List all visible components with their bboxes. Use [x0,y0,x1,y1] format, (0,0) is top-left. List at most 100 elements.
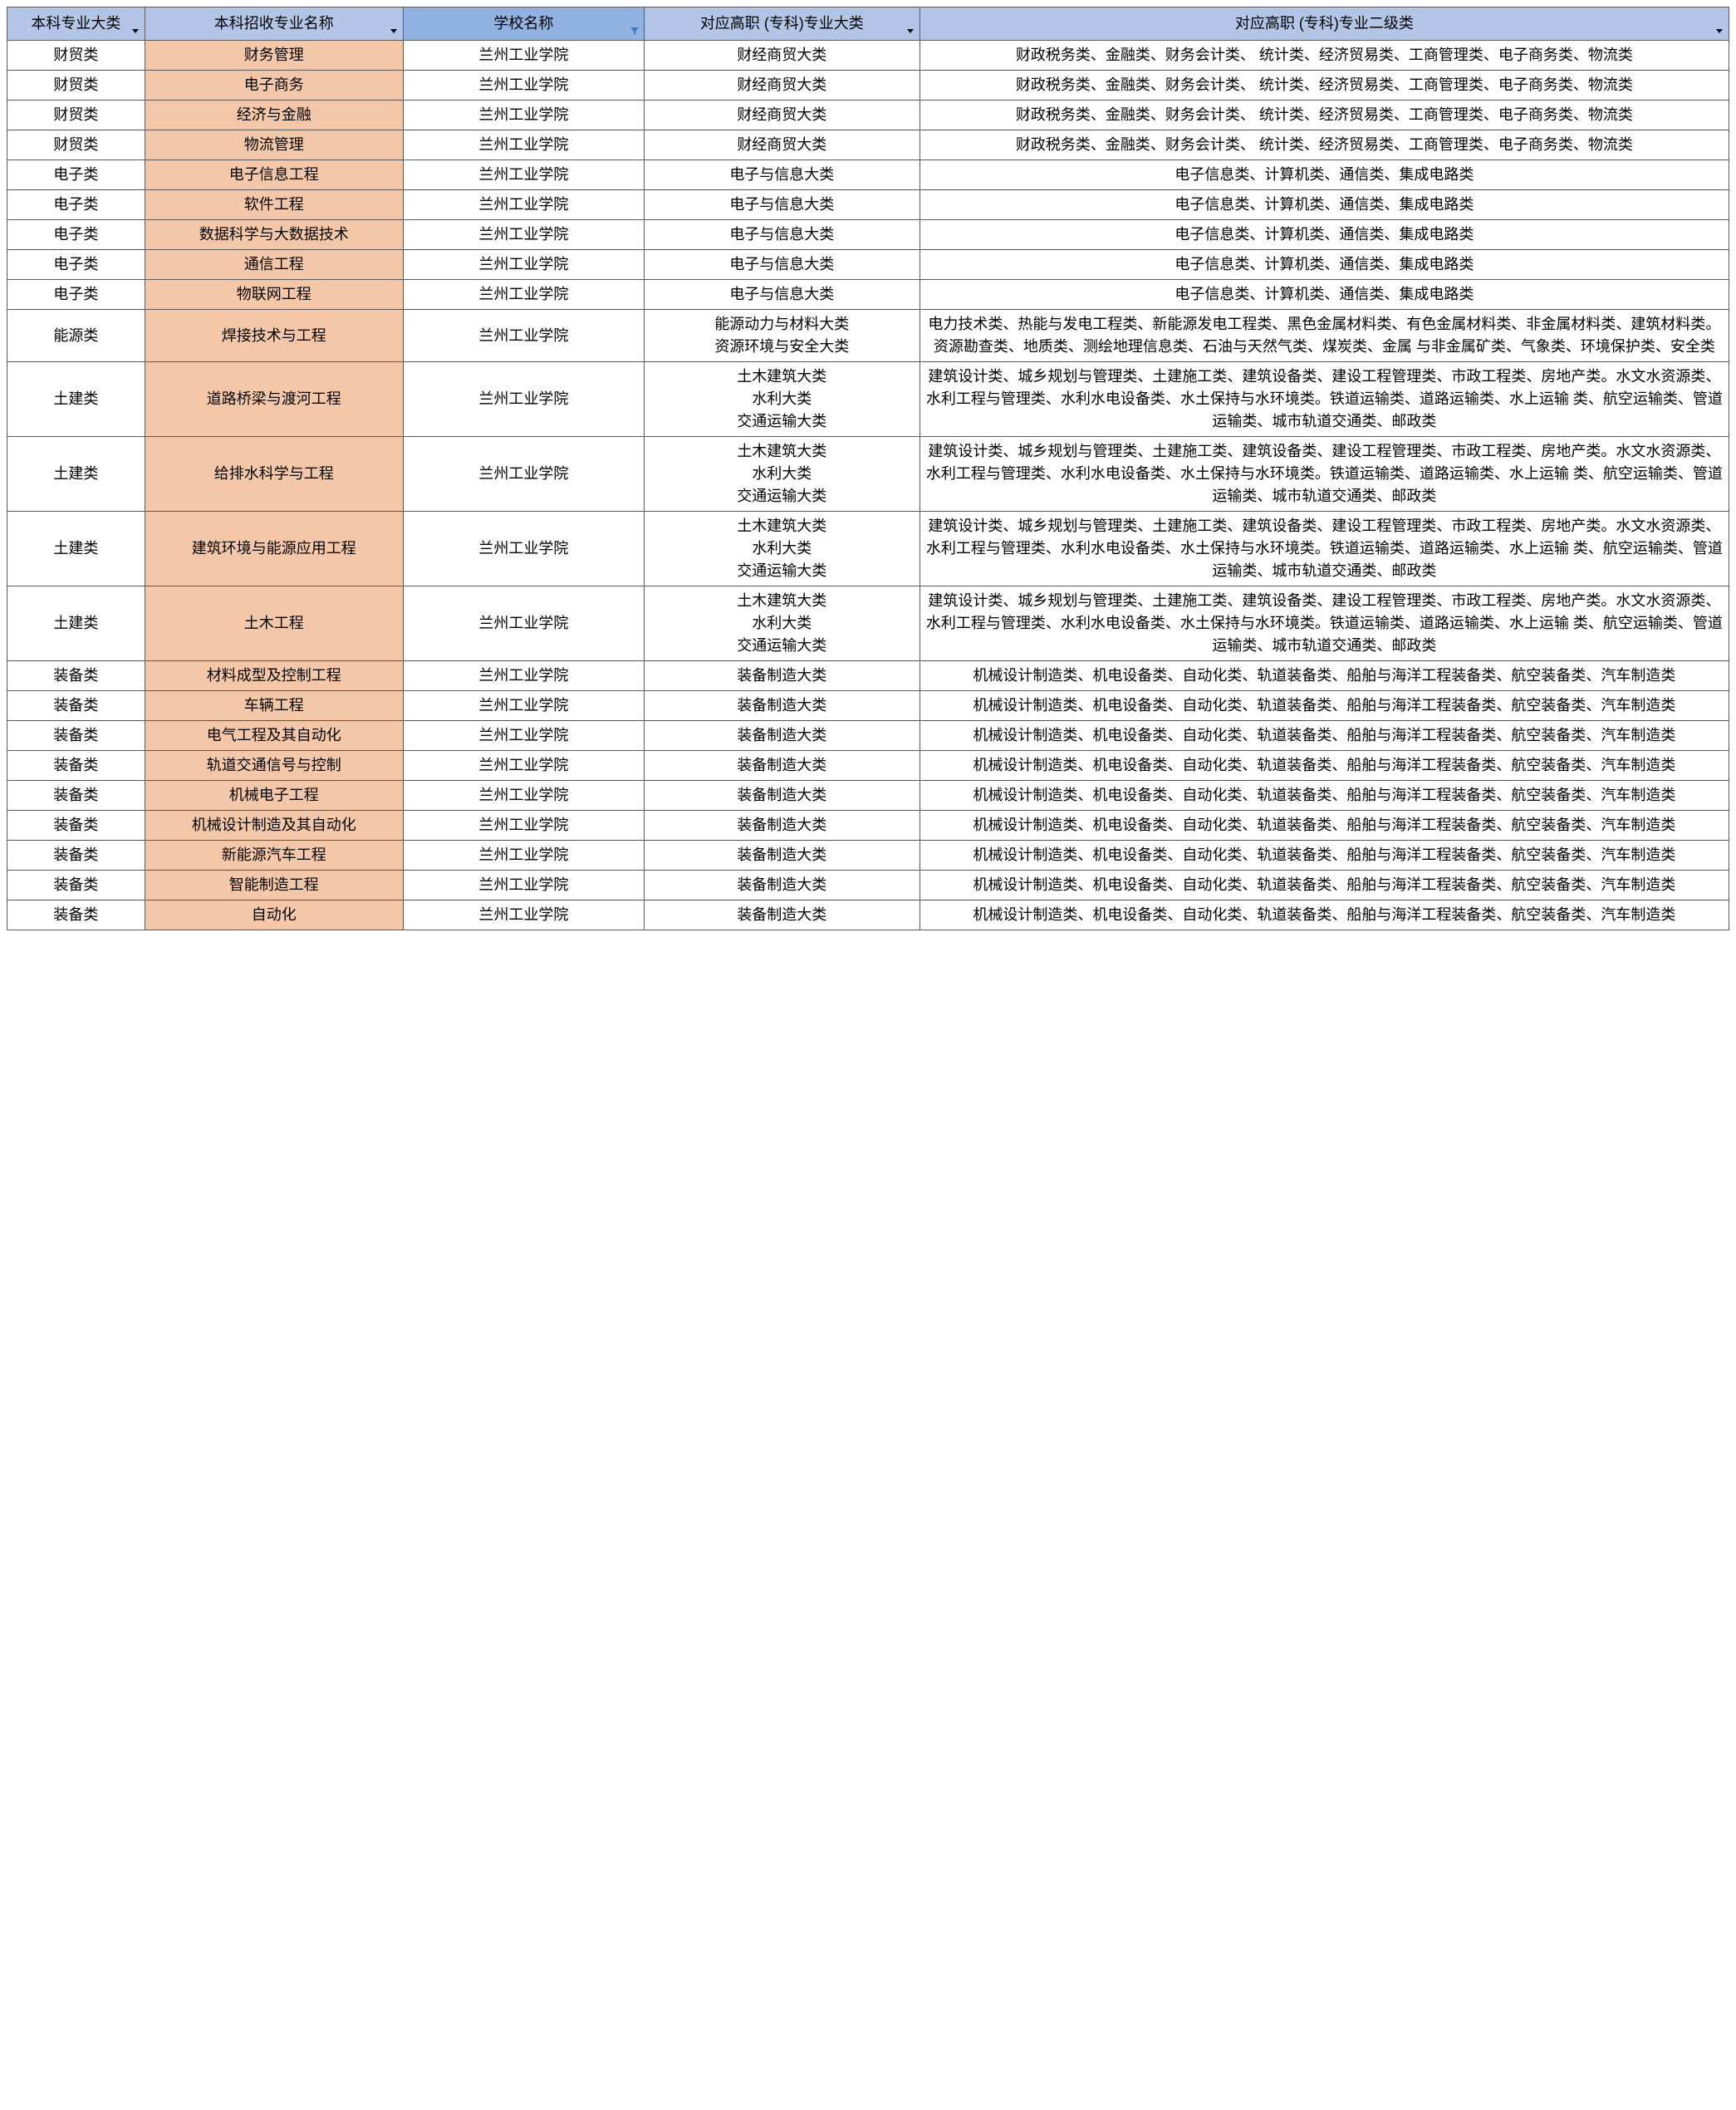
cell-c1: 装备类 [7,691,145,721]
cell-c3: 兰州工业学院 [403,900,644,930]
table-row: 能源类焊接技术与工程兰州工业学院能源动力与材料大类 资源环境与安全大类电力技术类… [7,310,1729,362]
table-row: 装备类材料成型及控制工程兰州工业学院装备制造大类机械设计制造类、机电设备类、自动… [7,661,1729,691]
cell-c5: 财政税务类、金融类、财务会计类、 统计类、经济贸易类、工商管理类、电子商务类、物… [919,41,1729,71]
filter-dropdown-icon[interactable] [1713,24,1726,37]
column-header-label: 对应高职 (专科)专业大类 [700,12,864,35]
cell-c3: 兰州工业学院 [403,512,644,586]
cell-c3: 兰州工业学院 [403,871,644,900]
filter-dropdown-icon[interactable] [129,24,142,37]
cell-c1: 装备类 [7,871,145,900]
cell-c3: 兰州工业学院 [403,310,644,362]
cell-c5: 电子信息类、计算机类、通信类、集成电路类 [919,250,1729,280]
cell-c5: 建筑设计类、城乡规划与管理类、土建施工类、建筑设备类、建设工程管理类、市政工程类… [919,586,1729,661]
cell-c4: 电子与信息大类 [644,160,919,190]
cell-c4: 土木建筑大类 水利大类 交通运输大类 [644,586,919,661]
cell-c5: 财政税务类、金融类、财务会计类、 统计类、经济贸易类、工商管理类、电子商务类、物… [919,71,1729,101]
cell-c1: 财贸类 [7,101,145,130]
cell-c3: 兰州工业学院 [403,586,644,661]
cell-c2: 土木工程 [145,586,403,661]
filter-dropdown-icon[interactable] [387,24,400,37]
cell-c4: 电子与信息大类 [644,220,919,250]
cell-c2: 材料成型及控制工程 [145,661,403,691]
cell-c3: 兰州工业学院 [403,101,644,130]
cell-c4: 财经商贸大类 [644,41,919,71]
cell-c2: 经济与金融 [145,101,403,130]
cell-c1: 装备类 [7,661,145,691]
table-row: 电子类电子信息工程兰州工业学院电子与信息大类电子信息类、计算机类、通信类、集成电… [7,160,1729,190]
column-header-label: 学校名称 [493,15,553,32]
cell-c1: 土建类 [7,437,145,512]
cell-c4: 电子与信息大类 [644,250,919,280]
majors-mapping-table: 本科专业大类 本科招收专业名称 学校名称 对应高职 (专科)专业大类 对应高职 (专科)… [7,7,1729,930]
table-row: 电子类软件工程兰州工业学院电子与信息大类电子信息类、计算机类、通信类、集成电路类 [7,190,1729,220]
cell-c1: 财贸类 [7,41,145,71]
cell-c1: 电子类 [7,190,145,220]
cell-c4: 装备制造大类 [644,661,919,691]
table-row: 土建类道路桥梁与渡河工程兰州工业学院土木建筑大类 水利大类 交通运输大类建筑设计… [7,362,1729,437]
cell-c5: 电子信息类、计算机类、通信类、集成电路类 [919,160,1729,190]
cell-c4: 土木建筑大类 水利大类 交通运输大类 [644,362,919,437]
table-row: 土建类土木工程兰州工业学院土木建筑大类 水利大类 交通运输大类建筑设计类、城乡规… [7,586,1729,661]
cell-c2: 车辆工程 [145,691,403,721]
cell-c2: 自动化 [145,900,403,930]
table-row: 土建类给排水科学与工程兰州工业学院土木建筑大类 水利大类 交通运输大类建筑设计类… [7,437,1729,512]
cell-c3: 兰州工业学院 [403,41,644,71]
cell-c5: 机械设计制造类、机电设备类、自动化类、轨道装备类、船舶与海洋工程装备类、航空装备… [919,900,1729,930]
cell-c1: 能源类 [7,310,145,362]
column-header-5[interactable]: 对应高职 (专科)专业二级类 [919,7,1729,41]
cell-c2: 道路桥梁与渡河工程 [145,362,403,437]
cell-c5: 建筑设计类、城乡规划与管理类、土建施工类、建筑设备类、建设工程管理类、市政工程类… [919,437,1729,512]
cell-c2: 电子商务 [145,71,403,101]
cell-c2: 机械电子工程 [145,781,403,811]
cell-c2: 机械设计制造及其自动化 [145,811,403,841]
cell-c5: 机械设计制造类、机电设备类、自动化类、轨道装备类、船舶与海洋工程装备类、航空装备… [919,781,1729,811]
cell-c3: 兰州工业学院 [403,280,644,310]
cell-c4: 装备制造大类 [644,871,919,900]
column-header-label: 对应高职 (专科)专业二级类 [1235,15,1414,32]
cell-c4: 能源动力与材料大类 资源环境与安全大类 [644,310,919,362]
cell-c1: 电子类 [7,280,145,310]
column-header-label: 本科专业大类 [31,12,120,35]
cell-c5: 财政税务类、金融类、财务会计类、 统计类、经济贸易类、工商管理类、电子商务类、物… [919,101,1729,130]
table-row: 装备类新能源汽车工程兰州工业学院装备制造大类机械设计制造类、机电设备类、自动化类… [7,841,1729,871]
table-row: 财贸类财务管理兰州工业学院财经商贸大类财政税务类、金融类、财务会计类、 统计类、… [7,41,1729,71]
table-row: 财贸类经济与金融兰州工业学院财经商贸大类财政税务类、金融类、财务会计类、 统计类… [7,101,1729,130]
filter-dropdown-icon[interactable] [904,24,917,37]
filter-active-icon[interactable] [628,24,641,37]
table-row: 土建类建筑环境与能源应用工程兰州工业学院土木建筑大类 水利大类 交通运输大类建筑… [7,512,1729,586]
cell-c2: 新能源汽车工程 [145,841,403,871]
table-row: 装备类机械设计制造及其自动化兰州工业学院装备制造大类机械设计制造类、机电设备类、… [7,811,1729,841]
table-row: 财贸类物流管理兰州工业学院财经商贸大类财政税务类、金融类、财务会计类、 统计类、… [7,130,1729,160]
cell-c4: 装备制造大类 [644,721,919,751]
column-header-4[interactable]: 对应高职 (专科)专业大类 [644,7,919,41]
cell-c5: 机械设计制造类、机电设备类、自动化类、轨道装备类、船舶与海洋工程装备类、航空装备… [919,691,1729,721]
table-row: 装备类车辆工程兰州工业学院装备制造大类机械设计制造类、机电设备类、自动化类、轨道… [7,691,1729,721]
table-row: 装备类机械电子工程兰州工业学院装备制造大类机械设计制造类、机电设备类、自动化类、… [7,781,1729,811]
cell-c4: 电子与信息大类 [644,280,919,310]
cell-c1: 财贸类 [7,130,145,160]
cell-c2: 建筑环境与能源应用工程 [145,512,403,586]
cell-c5: 电子信息类、计算机类、通信类、集成电路类 [919,190,1729,220]
column-header-3[interactable]: 学校名称 [403,7,644,41]
table-row: 财贸类电子商务兰州工业学院财经商贸大类财政税务类、金融类、财务会计类、 统计类、… [7,71,1729,101]
cell-c1: 土建类 [7,362,145,437]
cell-c1: 装备类 [7,751,145,781]
cell-c4: 电子与信息大类 [644,190,919,220]
cell-c2: 智能制造工程 [145,871,403,900]
table-row: 电子类通信工程兰州工业学院电子与信息大类电子信息类、计算机类、通信类、集成电路类 [7,250,1729,280]
column-header-2[interactable]: 本科招收专业名称 [145,7,403,41]
cell-c1: 电子类 [7,160,145,190]
column-header-1[interactable]: 本科专业大类 [7,7,145,41]
table-row: 电子类数据科学与大数据技术兰州工业学院电子与信息大类电子信息类、计算机类、通信类… [7,220,1729,250]
cell-c4: 装备制造大类 [644,691,919,721]
cell-c3: 兰州工业学院 [403,781,644,811]
cell-c5: 机械设计制造类、机电设备类、自动化类、轨道装备类、船舶与海洋工程装备类、航空装备… [919,811,1729,841]
cell-c1: 土建类 [7,586,145,661]
cell-c4: 装备制造大类 [644,751,919,781]
cell-c1: 电子类 [7,250,145,280]
column-header-label: 本科招收专业名称 [214,15,334,32]
cell-c3: 兰州工业学院 [403,220,644,250]
table-row: 装备类智能制造工程兰州工业学院装备制造大类机械设计制造类、机电设备类、自动化类、… [7,871,1729,900]
cell-c1: 财贸类 [7,71,145,101]
cell-c2: 财务管理 [145,41,403,71]
